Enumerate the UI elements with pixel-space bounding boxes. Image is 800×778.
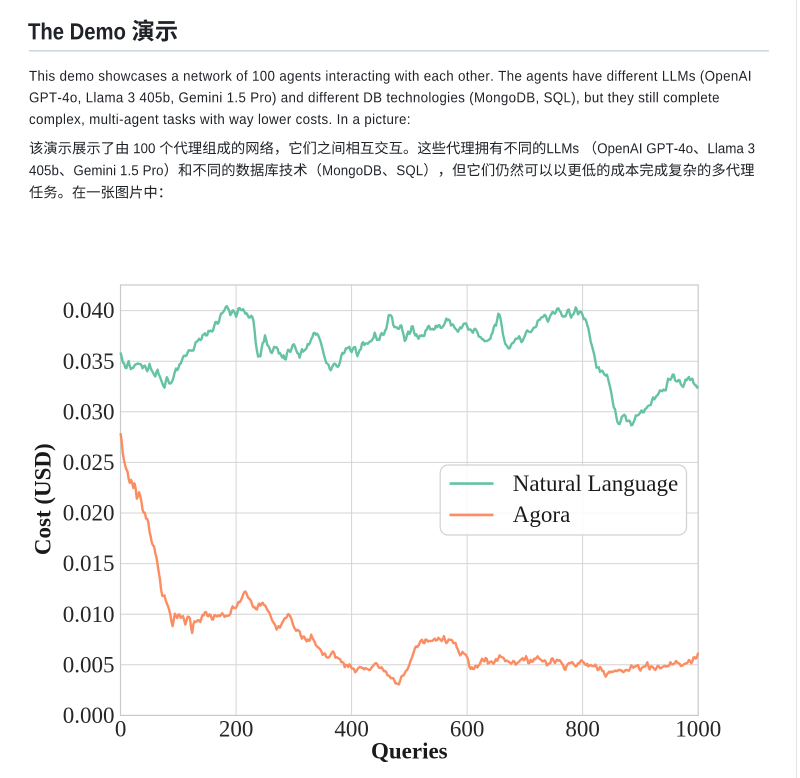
svg-text:0.035: 0.035 bbox=[63, 349, 115, 374]
svg-text:600: 600 bbox=[450, 717, 485, 742]
svg-text:Agora: Agora bbox=[513, 502, 570, 527]
svg-text:0: 0 bbox=[115, 717, 127, 742]
svg-text:0.000: 0.000 bbox=[63, 703, 115, 728]
svg-text:Natural Language: Natural Language bbox=[513, 471, 678, 496]
svg-text:200: 200 bbox=[219, 717, 254, 742]
svg-text:1000: 1000 bbox=[675, 717, 721, 742]
svg-text:0.005: 0.005 bbox=[63, 652, 115, 677]
svg-text:Queries: Queries bbox=[371, 738, 448, 763]
svg-text:0.015: 0.015 bbox=[63, 551, 115, 576]
svg-text:0.025: 0.025 bbox=[63, 450, 115, 475]
svg-text:0.020: 0.020 bbox=[63, 501, 115, 526]
svg-text:Cost (USD): Cost (USD) bbox=[30, 443, 55, 555]
svg-text:800: 800 bbox=[565, 717, 600, 742]
svg-text:400: 400 bbox=[334, 717, 369, 742]
svg-text:0.010: 0.010 bbox=[63, 602, 115, 627]
svg-text:0.040: 0.040 bbox=[63, 298, 115, 323]
svg-text:0.030: 0.030 bbox=[63, 399, 115, 424]
